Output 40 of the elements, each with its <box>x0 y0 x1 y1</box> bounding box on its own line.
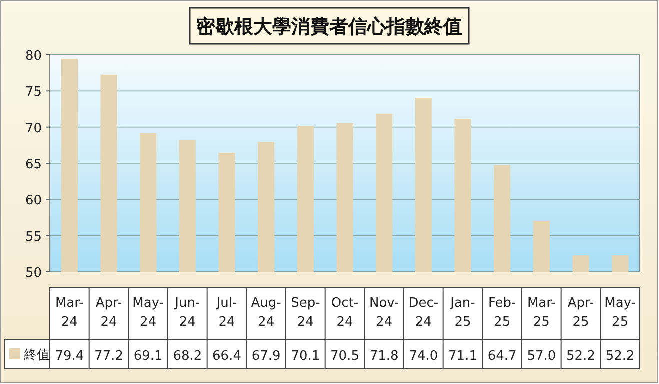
x-tick-label: Feb-25 <box>488 296 516 330</box>
legend: 終值 <box>10 348 50 363</box>
y-tick-label: 50 <box>25 266 42 281</box>
data-label: 77.2 <box>94 349 124 364</box>
x-tick-label: Apr-25 <box>568 296 594 330</box>
x-tick-label: May-25 <box>604 296 636 330</box>
x-tick-label: May-24 <box>132 296 164 330</box>
y-tick-label: 60 <box>25 194 42 209</box>
x-tick-label: Apr-24 <box>96 296 122 330</box>
data-label: 69.1 <box>134 349 163 364</box>
data-label: 74.0 <box>409 349 438 364</box>
y-tick-label: 55 <box>25 230 42 245</box>
data-label: 79.4 <box>55 349 84 364</box>
data-label: 71.1 <box>448 349 478 364</box>
x-tick-label: Jan-25 <box>450 296 476 330</box>
data-label: 52.2 <box>606 349 635 364</box>
y-tick-label: 80 <box>25 49 42 64</box>
x-tick-label: Oct-24 <box>331 296 359 330</box>
data-label: 67.9 <box>252 349 281 364</box>
x-tick-label: Dec-24 <box>408 296 439 330</box>
x-tick-label: Mar-24 <box>55 296 84 330</box>
x-tick-label: Mar-25 <box>527 296 556 330</box>
data-label: 66.4 <box>212 349 242 364</box>
legend-label: 終值 <box>23 348 50 363</box>
y-tick-label: 70 <box>25 121 42 136</box>
data-label: 70.5 <box>330 349 360 364</box>
x-tick-label: Jul-24 <box>216 296 238 330</box>
y-tick-label: 65 <box>25 158 42 172</box>
data-label: 68.2 <box>173 349 202 364</box>
x-tick-label: Jun-24 <box>174 296 200 330</box>
chart-title: 密歇根大學消費者信心指數終值 <box>196 16 462 38</box>
data-label: 52.2 <box>566 349 596 364</box>
x-tick-label: Aug-24 <box>251 296 282 330</box>
y-tick-label: 75 <box>25 85 42 100</box>
data-label: 70.1 <box>291 349 320 364</box>
data-label: 71.8 <box>370 349 399 364</box>
data-label: 64.7 <box>488 349 517 364</box>
x-tick-label: Nov-24 <box>369 296 400 330</box>
data-label: 57.0 <box>527 349 556 364</box>
x-tick-label: Sep-24 <box>291 296 321 330</box>
